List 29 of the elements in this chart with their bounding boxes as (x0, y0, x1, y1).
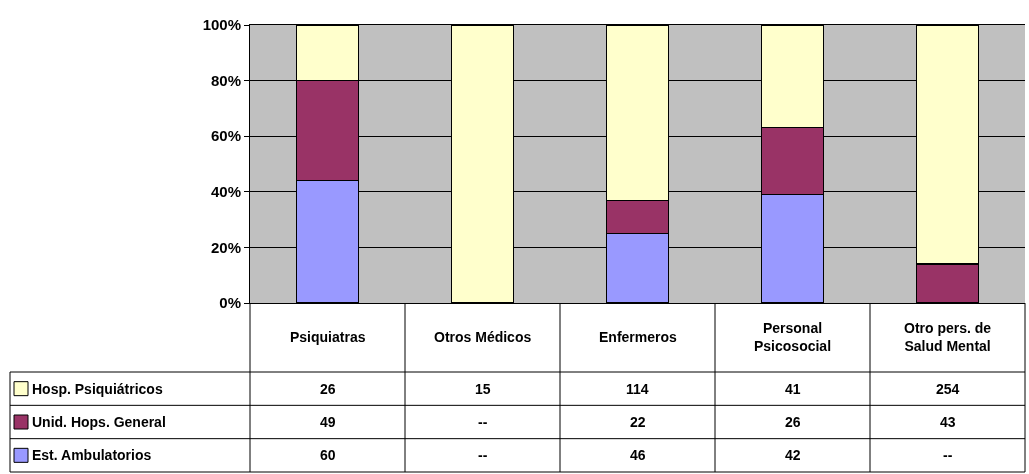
text: 60 (320, 447, 336, 463)
text: 46 (630, 447, 646, 463)
text: 49 (320, 414, 336, 430)
text: 22 (630, 414, 646, 430)
x-tick-label: Otro pers. de Salud Mental (904, 320, 992, 355)
text: -- (478, 414, 488, 430)
text: 15 (475, 381, 491, 397)
y-tick-label: 40% (210, 183, 241, 201)
text: 26 (785, 414, 801, 430)
text: 254 (936, 381, 960, 397)
x-tick-label: Otros Médicos (434, 329, 532, 345)
text: -- (478, 447, 488, 463)
text: 114 (626, 381, 649, 397)
y-tick-label: 80% (210, 71, 241, 89)
legend-label: Hosp. Psiquiátricos (32, 381, 163, 397)
y-tick-label: 20% (210, 238, 241, 256)
x-tick-label: Personal Psicosocial (754, 320, 832, 355)
text: 41 (785, 381, 801, 397)
y-tick-label: 0% (219, 294, 241, 312)
legend-label: Unid. Hops. General (32, 414, 166, 430)
y-tick-label: 100% (202, 16, 241, 34)
y-tick-label: 60% (210, 127, 241, 145)
text: 26 (320, 381, 336, 397)
text: -- (943, 447, 953, 463)
legend-label: Est. Ambulatorios (32, 447, 152, 463)
x-tick-label: Psiquiatras (290, 329, 366, 345)
text: 42 (785, 447, 801, 463)
x-tick-label: Enfermeros (599, 329, 678, 345)
text: 43 (940, 414, 956, 430)
